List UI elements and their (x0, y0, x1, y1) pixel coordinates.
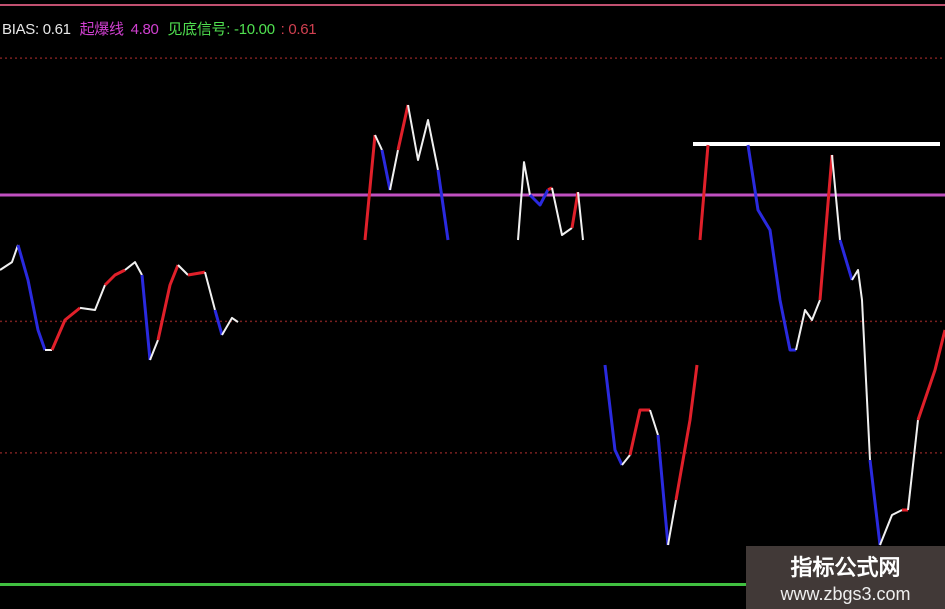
bias-segment-flat (389, 149, 399, 191)
line2-label: 见底信号: (167, 21, 231, 38)
bias-segment-up (674, 364, 699, 501)
bias-segment-flat (79, 284, 106, 311)
watermark: 指标公式网 www.zbgs3.com (746, 546, 945, 609)
bias-segment-down (380, 149, 392, 191)
bias-segment-flat (149, 339, 159, 361)
bias-segment-down (746, 144, 796, 352)
bias-segment-up (570, 191, 580, 229)
bias-segment-flat (577, 192, 584, 241)
bias-segment-up (916, 329, 945, 421)
bias-segment-down (603, 364, 624, 466)
bias-segment-up (396, 104, 410, 151)
bias-segment-flat (407, 104, 439, 171)
bias-segment-up (103, 268, 126, 287)
bias-segment-down (213, 309, 224, 336)
bias-segment-down (656, 434, 670, 546)
bias-segment-down (16, 244, 47, 351)
line1-label: 起爆线 (79, 21, 124, 38)
bias-segment-flat (907, 419, 919, 511)
bias-segment-up (628, 408, 650, 456)
bias-segment-flat (879, 509, 903, 546)
bias-segment-down (140, 274, 152, 361)
bias-segment-down (528, 189, 550, 207)
bias-segment-up (363, 134, 377, 241)
watermark-url: www.zbgs3.com (780, 584, 911, 604)
bias-segment-up (156, 264, 180, 341)
watermark-title: 指标公式网 (790, 556, 901, 581)
bias-segment-flat (851, 269, 871, 461)
bias-segment-down (868, 459, 882, 546)
bias-segment-flat (795, 299, 821, 351)
bias-segment-down (436, 169, 450, 241)
bias-segment-flat (0, 244, 19, 271)
bias-segment-up (187, 270, 206, 277)
bias-segment-flat (374, 134, 383, 151)
bias-segment-up (50, 306, 81, 351)
bias-segment-down (838, 239, 854, 281)
bias-segment-up (818, 154, 834, 301)
bias-segment-flat (177, 264, 189, 276)
legend: BIAS: 0.61 起爆线 4.80 见底信号: -10.00 : 0.61 (2, 18, 321, 39)
bias-segment-flat (204, 271, 216, 311)
bias-segment-flat (551, 187, 573, 236)
bias-segment-flat (667, 499, 677, 546)
line2-value: -10.00 (234, 21, 275, 38)
bias-segment-up (698, 144, 710, 241)
bias-segment-flat (124, 261, 143, 276)
line1-value: 4.80 (130, 21, 159, 38)
bias-segment-flat (831, 154, 841, 241)
extra-value: : 0.61 (280, 21, 317, 38)
bias-segment-flat (221, 316, 239, 336)
bias-label: BIAS: 0.61 (2, 21, 71, 38)
bias-segment-flat (517, 161, 531, 241)
bias-segment-flat (649, 409, 659, 436)
bias-segment-flat (621, 454, 631, 466)
